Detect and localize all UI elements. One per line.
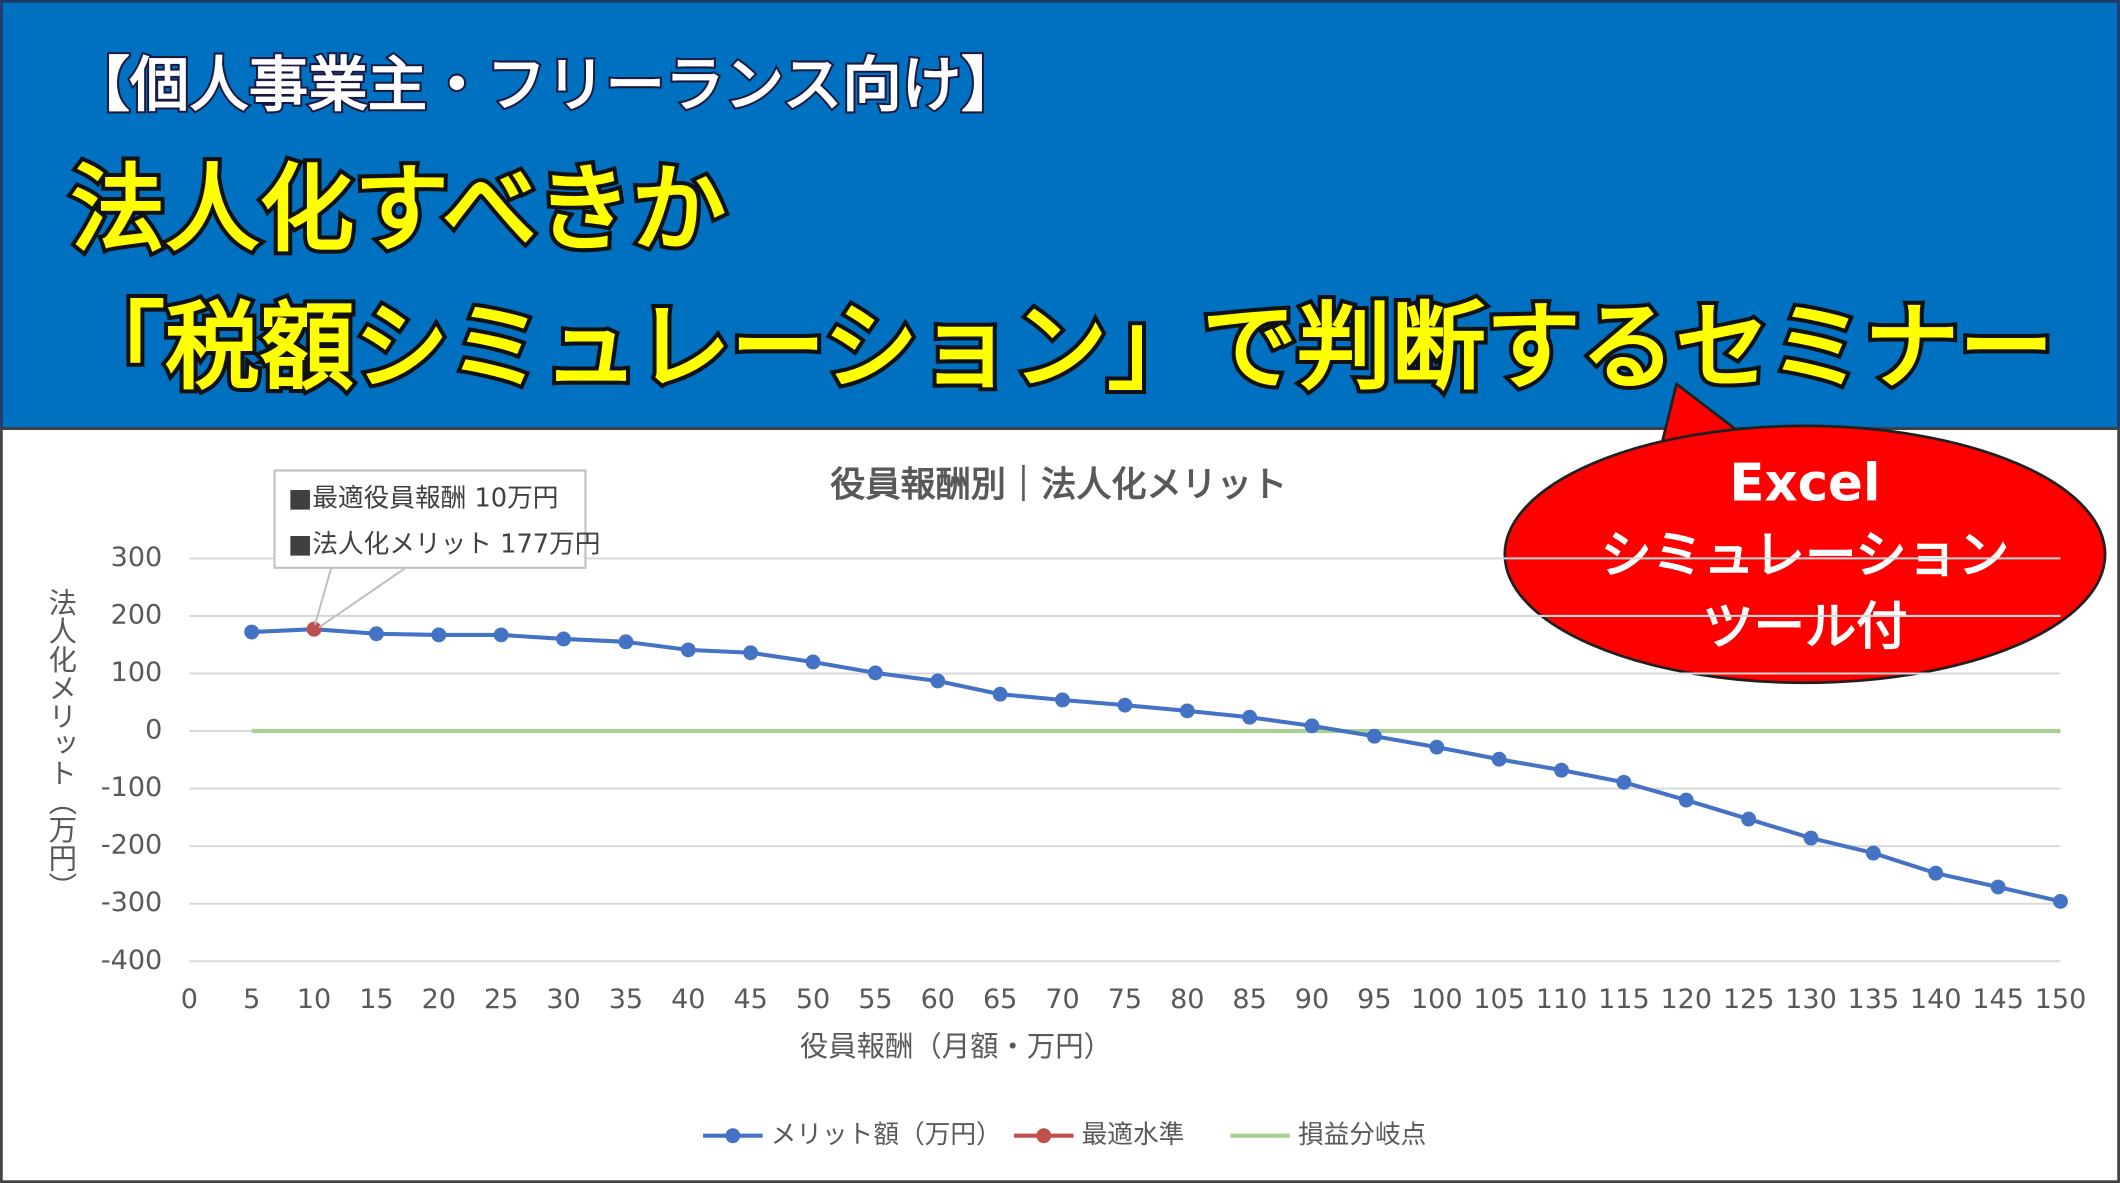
annotation-text: ■最適役員報酬 10万円 — [288, 483, 558, 513]
subtitle: 【個人事業主・フリーランス向け】 — [70, 51, 1020, 120]
callout-join — [1659, 443, 1759, 463]
header-band — [0, 0, 2120, 430]
x-tick-label: 150 — [2035, 984, 2087, 1015]
chart-title: 役員報酬別｜法人化メリット — [830, 465, 1287, 506]
x-tick-label: 145 — [1972, 984, 2024, 1015]
callout-text: Excel — [1729, 454, 1880, 514]
point — [867, 665, 883, 681]
point — [1803, 830, 1819, 846]
callout-bubble — [1503, 424, 2107, 685]
point — [493, 627, 509, 643]
x-tick-label: 95 — [1357, 984, 1391, 1015]
legend: メリット額（万円） 最適水準 損益分岐点 — [703, 1120, 1426, 1150]
x-tick-label: 20 — [422, 984, 456, 1015]
x-tick-label: 85 — [1232, 984, 1266, 1015]
point — [1491, 751, 1507, 767]
y-tick-label: 0 — [145, 715, 162, 746]
x-axis-label: 役員報酬（月額・万円） — [800, 1030, 1112, 1063]
legend-marker — [1036, 1128, 1052, 1144]
callout-text: シミュレーション — [1601, 525, 2010, 585]
x-tick-label: 30 — [546, 984, 580, 1015]
point — [1554, 762, 1569, 778]
legend-label: メリット額（万円） — [771, 1120, 1002, 1150]
legend-label: 損益分岐点 — [1298, 1120, 1426, 1150]
x-tick-label: 70 — [1045, 984, 1079, 1015]
point — [1304, 718, 1320, 734]
y-tick-label: -400 — [101, 945, 162, 976]
x-tick-label: 110 — [1536, 984, 1588, 1015]
y-tick-label: -300 — [101, 887, 162, 918]
annotation-text: ■法人化メリット 177万円 — [288, 529, 600, 559]
x-tick-label: 115 — [1598, 984, 1650, 1015]
point — [368, 626, 384, 642]
point — [1179, 703, 1195, 719]
x-tick-label: 135 — [1848, 984, 1900, 1015]
y-tick-label: 200 — [111, 599, 163, 630]
chart-frame — [0, 427, 2120, 1183]
legend-label: 最適水準 — [1082, 1120, 1185, 1150]
x-tick-label: 15 — [359, 984, 393, 1015]
x-tick-label: 120 — [1660, 984, 1712, 1015]
point — [1865, 845, 1881, 861]
leader-line — [318, 567, 407, 629]
annotation-box — [273, 469, 587, 569]
y-tick-label: 300 — [111, 542, 163, 573]
title-line: 「税額シミュレーション」で判断するセミナー — [70, 293, 2053, 403]
point — [743, 645, 759, 661]
point — [1242, 709, 1258, 725]
point — [1928, 865, 1944, 881]
title-line: 法人化すべきか — [70, 155, 726, 265]
x-tick-label: 140 — [1910, 984, 1962, 1015]
x-tick-label: 80 — [1170, 984, 1204, 1015]
x-tick-label: 125 — [1723, 984, 1775, 1015]
x-tick-label: 10 — [297, 984, 331, 1015]
x-tick-label: 100 — [1411, 984, 1463, 1015]
x-tick-label: 65 — [983, 984, 1017, 1015]
point — [1990, 879, 2006, 895]
y-axis-label: 法人化メリット（万円） — [44, 588, 77, 900]
legend-marker — [725, 1128, 741, 1144]
point — [2053, 893, 2068, 909]
x-tick-label: 45 — [733, 984, 767, 1015]
x-tick-label: 130 — [1785, 984, 1837, 1015]
x-tick-label: 50 — [796, 984, 830, 1015]
x-tick-label: 25 — [484, 984, 518, 1015]
point — [618, 634, 634, 650]
point — [1366, 728, 1382, 744]
point — [1678, 792, 1694, 808]
point — [805, 654, 821, 670]
point — [1117, 697, 1133, 713]
point — [431, 627, 447, 643]
x-tick-label: 0 — [181, 984, 198, 1015]
plot: 300 200 100 0 -100 -200 -300 -400 0 5 10 15 20 25 30 35… — [101, 542, 2086, 1015]
point — [992, 686, 1008, 702]
x-tick-label: 105 — [1473, 984, 1525, 1015]
y-tick-label: 100 — [111, 657, 163, 688]
y-tick-label: -200 — [101, 830, 162, 861]
point — [680, 642, 696, 658]
point — [1429, 739, 1445, 755]
callout: Excel シミュレーション ツール付 — [1503, 381, 2107, 685]
series-line — [251, 627, 2061, 904]
point — [930, 673, 946, 689]
x-tick-label: 5 — [243, 984, 260, 1015]
callout-text: ツール付 — [1702, 597, 1907, 657]
annotation: ■最適役員報酬 10万円 ■法人化メリット 177万円 — [273, 469, 600, 629]
x-tick-label: 35 — [609, 984, 643, 1015]
x-tick-label: 90 — [1295, 984, 1329, 1015]
y-tick-label: -100 — [101, 772, 162, 803]
x-tick-label: 55 — [858, 984, 892, 1015]
point — [1741, 811, 1757, 827]
point — [244, 624, 260, 640]
point — [306, 621, 322, 637]
leader-line — [314, 567, 333, 625]
point — [1055, 692, 1070, 708]
x-tick-label: 75 — [1108, 984, 1142, 1015]
point — [1616, 774, 1632, 790]
point — [556, 631, 571, 647]
x-tick-label: 60 — [921, 984, 955, 1015]
x-tick-label: 40 — [671, 984, 705, 1015]
